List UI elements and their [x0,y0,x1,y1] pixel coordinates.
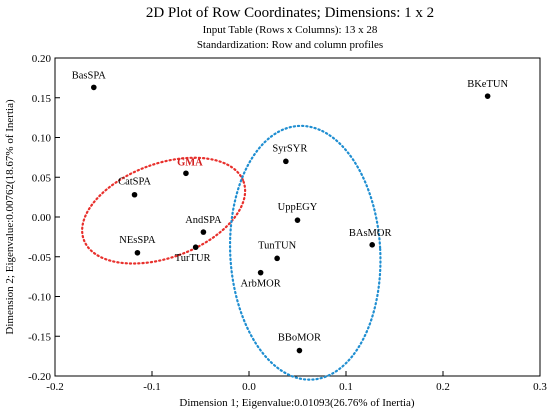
point-label: ArbMOR [241,279,281,290]
point-labels: BasSPA BKeTUN GMA CatSPA SyrSYR UppEGY AndSPA N… [72,70,509,343]
data-point [192,244,199,251]
data-point [296,347,303,354]
point-label: GMA [177,157,203,168]
y-axis-label: Dimension 2; Eigenvalue:0.00762(18.67% o… [4,99,16,335]
point-label: BBoMOR [278,333,321,344]
y-tick-label: 0.20 [32,53,52,65]
point-label: BasSPA [72,70,106,81]
data-point [131,191,138,198]
data-point [294,217,301,223]
data-points [91,84,491,354]
y-tick-label: 0.05 [32,172,52,184]
chart-title: 2D Plot of Row Coordinates; Dimensions: … [146,5,434,21]
x-tick-label: 0.2 [436,381,450,393]
point-label: TurTUR [175,253,211,264]
point-label: SyrSYR [272,143,307,154]
plot-frame [54,57,541,377]
data-point [200,229,207,235]
y-tick-label: -0.10 [28,292,51,304]
x-axis-label: Dimension 1; Eigenvalue:0.01093(26.76% o… [179,397,415,409]
axis-ticks: -0.2 -0.1 0.0 0.1 0.2 0.3 0.20 0.15 0.10 0.05 0.00… [28,53,547,393]
y-tick-label: 0.00 [32,212,52,224]
point-label: NEsSPA [119,235,156,246]
y-tick-label: 0.10 [32,133,52,145]
y-tick-label: 0.15 [32,93,52,105]
point-label: CatSPA [118,177,151,188]
data-point [274,255,280,262]
data-point [183,170,189,177]
data-point [91,84,97,91]
x-tick-label: 0.3 [533,381,547,393]
point-label: UppEGY [278,202,318,213]
data-point [257,269,264,276]
x-tick-label: 0.1 [339,381,353,393]
point-label: TunTUN [258,240,297,251]
point-label: BAsMOR [349,228,392,239]
y-tick-label: -0.05 [28,252,51,264]
x-tick-label: 0.0 [242,381,256,393]
data-point [369,242,375,248]
y-tick-label: -0.20 [28,371,51,383]
y-tick-label: -0.15 [28,331,51,343]
x-tick-label: -0.1 [143,381,160,393]
data-point [484,93,491,99]
point-label: BKeTUN [467,79,508,90]
data-point [283,158,289,165]
point-label: AndSPA [185,215,222,226]
data-point [134,249,141,256]
blue-cluster-ellipse [228,124,382,381]
x-tick-label: -0.2 [46,381,63,393]
red-cluster-ellipse [81,156,247,265]
cluster-ellipses [81,124,382,381]
chart-subtitle-2: Standardization: Row and column profiles [197,39,383,51]
chart-subtitle-1: Input Table (Rows x Columns): 13 x 28 [203,24,378,36]
